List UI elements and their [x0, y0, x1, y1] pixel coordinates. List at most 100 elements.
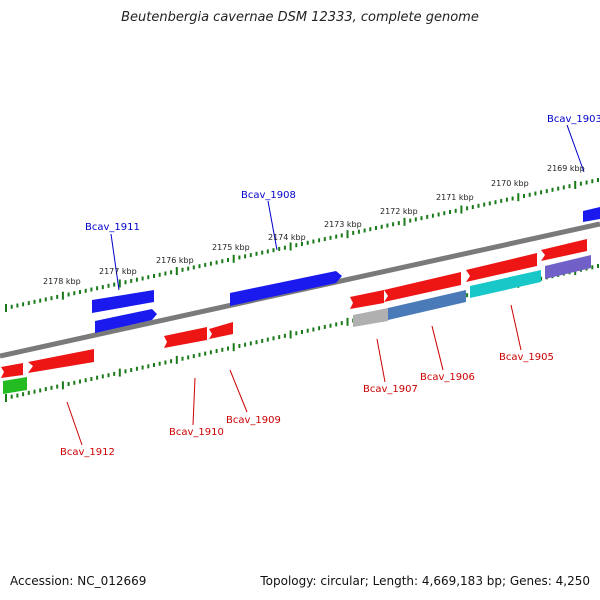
lower-scale-tick: [56, 384, 59, 389]
gene-forward-1908[interactable]: [230, 271, 342, 306]
reverse-genes: [1, 239, 587, 378]
upper-scale-tick: [232, 254, 235, 263]
upper-scale-tick: [209, 261, 212, 266]
gene-label-bcav-1906[interactable]: Bcav_1906: [420, 372, 475, 383]
lower-scale-tick: [118, 368, 121, 377]
upper-scale-tick: [244, 254, 247, 259]
upper-scale-tick: [597, 178, 599, 182]
gene-forward-1911[interactable]: [95, 309, 157, 333]
upper-scale-tick: [380, 224, 383, 229]
gene-reverse-1905[interactable]: [466, 253, 537, 282]
lower-scale-tick: [73, 380, 76, 385]
feature-purple[interactable]: [545, 255, 591, 279]
upper-scale-tick: [545, 189, 548, 194]
upper-scale-tick: [420, 216, 423, 221]
pointer-bcav-1910: [192, 377, 196, 426]
upper-scale-tick: [551, 187, 554, 192]
lower-scale-tick: [232, 343, 235, 352]
gene-forward-1903[interactable]: [583, 207, 600, 222]
gene-label-bcav-1912[interactable]: Bcav_1912: [60, 447, 115, 458]
feature-steelblue[interactable]: [388, 290, 466, 320]
other-features: [3, 255, 591, 394]
accession-text: Accession: NC_012669: [10, 574, 147, 588]
lower-scale-tick: [215, 349, 218, 353]
upper-scale-tick: [357, 229, 360, 234]
gene-forward-1[interactable]: [92, 290, 154, 313]
pointer-bcav-1909: [229, 369, 248, 413]
upper-scale-tick: [50, 296, 53, 301]
lower-scale-tick: [175, 355, 178, 364]
lower-scale-tick: [153, 363, 155, 367]
upper-scale-tick: [488, 201, 491, 206]
gene-label-bcav-1910[interactable]: Bcav_1910: [169, 427, 224, 438]
upper-scale-tick: [375, 226, 377, 230]
lower-scale-tick: [312, 327, 315, 332]
lower-scale-tick: [27, 390, 30, 395]
upper-scale-tick: [500, 198, 503, 203]
lower-scale-tick: [198, 352, 201, 357]
gene-reverse-1909[interactable]: [209, 322, 233, 339]
feature-grey[interactable]: [353, 308, 388, 327]
gene-labels: Bcav_1903 Bcav_1908 Bcav_1911 Bcav_1905 …: [60, 114, 600, 458]
feature-green[interactable]: [3, 377, 27, 394]
lower-scale-tick: [249, 341, 252, 346]
upper-scale-tick: [323, 237, 326, 242]
upper-scale-tick: [22, 302, 25, 307]
gene-reverse-1912b[interactable]: [1, 363, 23, 378]
lower-scale-tick: [209, 350, 212, 355]
upper-scale-tick: [101, 285, 104, 290]
gene-reverse-1912[interactable]: [28, 349, 94, 373]
upper-scale-tick: [56, 294, 59, 299]
lower-scale-tick: [50, 385, 53, 390]
lower-scale-tick: [22, 392, 25, 397]
upper-scale-tick: [5, 304, 7, 312]
upper-scale-tick: [579, 181, 582, 186]
scale-label-2171: 2171 kbp: [436, 193, 474, 202]
upper-scale-tick: [16, 303, 19, 308]
gene-label-bcav-1907[interactable]: Bcav_1907: [363, 384, 418, 395]
upper-scale-tick: [147, 275, 150, 280]
gene-reverse-1910[interactable]: [164, 327, 207, 348]
scale-label-2170: 2170 kbp: [491, 179, 529, 188]
lower-scale-tick: [306, 328, 309, 333]
upper-scale-tick: [295, 243, 298, 248]
upper-scale-tick: [352, 230, 355, 235]
scale-label-2169: 2169 kbp: [547, 164, 585, 173]
lower-scale-tick: [466, 293, 469, 298]
upper-scale-tick: [431, 213, 434, 218]
upper-scale-tick: [346, 230, 349, 239]
upper-scale-tick: [73, 291, 76, 296]
scale-label-2175: 2175 kbp: [212, 243, 250, 252]
upper-scale-tick: [198, 264, 201, 269]
upper-scale-tick: [181, 267, 184, 272]
upper-scale-tick: [340, 233, 343, 238]
gene-label-bcav-1908[interactable]: Bcav_1908: [241, 190, 296, 201]
gene-reverse-1907[interactable]: [350, 290, 384, 309]
gene-reverse-1906[interactable]: [384, 272, 461, 302]
lower-scale-tick: [164, 360, 167, 365]
upper-scale-tick: [283, 245, 286, 250]
upper-scale-tick: [221, 259, 224, 264]
gene-label-bcav-1905[interactable]: Bcav_1905: [499, 352, 554, 363]
lower-scale-tick: [124, 369, 127, 374]
scale-label-2174: 2174 kbp: [268, 233, 306, 242]
scale-label-2173: 2173 kbp: [324, 220, 362, 229]
pointer-bcav-1911: [110, 233, 120, 291]
gene-label-bcav-1903[interactable]: Bcav_1903: [547, 114, 600, 125]
upper-scale-tick: [141, 276, 144, 281]
lower-scale-tick: [39, 388, 42, 393]
upper-scale-tick: [84, 288, 87, 293]
map-title: Beutenbergia cavernae DSM 12333, complet…: [121, 10, 479, 25]
upper-scale-tick: [113, 282, 116, 287]
upper-scale-tick: [261, 250, 264, 255]
upper-scale-tick: [568, 184, 571, 189]
lower-scale-tick: [340, 321, 343, 326]
gene-label-bcav-1911[interactable]: Bcav_1911: [85, 222, 140, 233]
feature-cyan[interactable]: [470, 270, 541, 298]
gene-reverse-1904[interactable]: [541, 239, 587, 261]
pointer-bcav-1903: [566, 124, 585, 173]
lower-scale-tick: [335, 322, 338, 327]
lower-scale-tick: [16, 393, 19, 398]
gene-label-bcav-1909[interactable]: Bcav_1909: [226, 415, 281, 426]
upper-scale-tick: [523, 194, 525, 198]
